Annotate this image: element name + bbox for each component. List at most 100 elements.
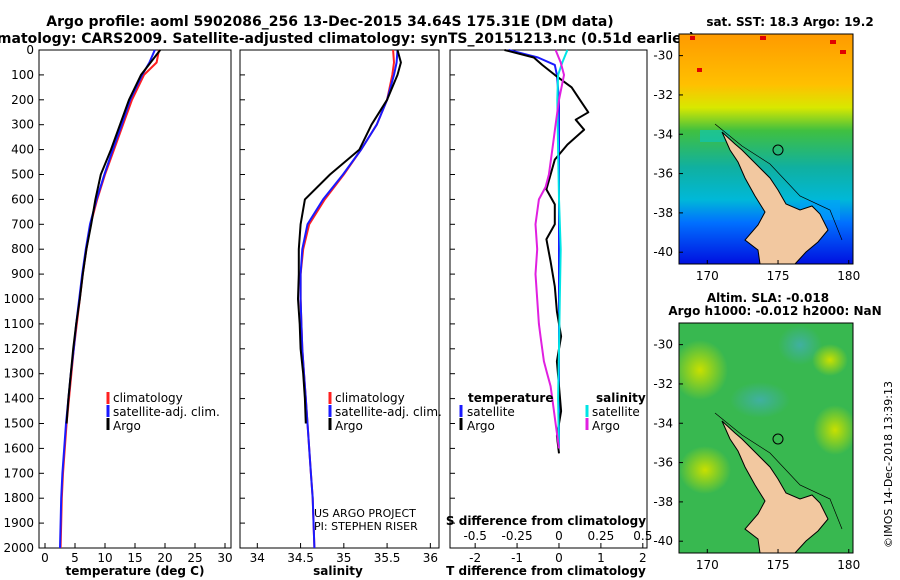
sla-map-subtitle: Argo h1000: -0.012 h2000: NaN [668, 304, 881, 318]
lon-tick-label: 175 [767, 269, 790, 283]
salinity-panel: 34 34.5 35 35.5 36 salinity climatology sate… [239, 49, 442, 578]
x-tick-label: 34.5 [287, 551, 314, 565]
difference-plot-frame [449, 49, 648, 549]
depth-tick-label: 1700 [3, 466, 34, 480]
lat-tick-label: -30 [653, 49, 673, 63]
new-zealand-landmass [721, 131, 829, 264]
x-tick-label: 35.5 [374, 551, 401, 565]
series-line-temperature-argo [504, 49, 590, 454]
legend-label-argo: Argo [335, 419, 363, 433]
x-tick-label: -2 [469, 551, 481, 565]
lat-tick-label: -40 [653, 245, 673, 259]
x-tick-label: 15 [127, 551, 142, 565]
sst-map-panel: sat. SST: 18.3 Argo: 19.2 170 175 180 -30 -3… [653, 15, 873, 283]
salinity-legend: climatology satellite-adj. clim. Argo [328, 391, 442, 433]
series-line-satellite-adj-clim- [299, 49, 399, 549]
depth-tick-label: 300 [11, 118, 34, 132]
sst-map-title: sat. SST: 18.3 Argo: 19.2 [706, 15, 873, 29]
depth-tick-label: 100 [11, 68, 34, 82]
project-annotation: US ARGO PROJECT [314, 507, 416, 520]
lat-tick-label: -38 [653, 495, 673, 509]
x-tick-label: 0 [41, 551, 49, 565]
series-line-salinity-satellite [556, 49, 569, 449]
sla-anomaly [730, 382, 790, 418]
pi-annotation: PI: STEPHEN RISER [314, 520, 418, 533]
x-tick-label: 5 [71, 551, 79, 565]
depth-tick-label: 1100 [3, 317, 34, 331]
legend-label-climatology: climatology [113, 391, 183, 405]
sst-pixel [697, 68, 702, 72]
credit-text: ©IMOS 14-Dec-2018 13:39:13 [882, 381, 895, 548]
lon-tick-label: 170 [696, 558, 719, 572]
difference-legend: temperature satellite Argo salinity sate… [459, 391, 646, 433]
x-tick-label: 36 [423, 551, 438, 565]
bathymetry-contour [714, 123, 843, 241]
argo-position-marker [772, 144, 784, 156]
s-tick-label: -0.25 [502, 529, 533, 543]
lat-tick-label: -36 [653, 167, 673, 181]
lon-tick-label: 180 [837, 558, 860, 572]
figure-title-line1: Argo profile: aoml 5902086_256 13-Dec-20… [46, 14, 613, 30]
sst-pixel [690, 36, 695, 40]
argo-position-marker [772, 433, 784, 445]
depth-tick-label: 900 [11, 267, 34, 281]
series-line-salinity-argo [534, 49, 565, 449]
lat-tick-label: -34 [653, 127, 673, 141]
salinity-plot-frame [239, 49, 440, 549]
depth-tick-label: 700 [11, 217, 34, 231]
sla-map-frame [678, 322, 854, 554]
salinity-xlabel: salinity [313, 564, 363, 578]
depth-axis-ticks: 0 100 200 300 400 500 600 700 800 900 1000 1100 1200… [3, 43, 44, 555]
depth-tick-label: 2000 [3, 541, 34, 555]
s-tick-label: 0.25 [588, 529, 615, 543]
lat-tick-label: -38 [653, 206, 673, 220]
x-tick-label: 34 [250, 551, 265, 565]
sla-anomaly [679, 340, 728, 400]
t-difference-xlabel: T difference from climatology [446, 564, 646, 578]
sst-pixel [830, 40, 836, 44]
temperature-xlabel: temperature (deg C) [66, 564, 205, 578]
depth-tick-label: 1500 [3, 417, 34, 431]
x-tick-label: 25 [187, 551, 202, 565]
legend-label-climatology: climatology [335, 391, 405, 405]
x-tick-label: 1 [597, 551, 605, 565]
depth-tick-label: 1000 [3, 292, 34, 306]
x-tick-label: 2 [639, 551, 647, 565]
x-tick-label: 10 [97, 551, 112, 565]
sst-pixel [840, 50, 846, 54]
depth-tick-label: 1900 [3, 516, 34, 530]
sla-anomaly [812, 344, 848, 376]
s-difference-label: S difference from climatology [446, 514, 646, 528]
legend-temperature-title: temperature [468, 391, 553, 405]
depth-tick-label: 600 [11, 192, 34, 206]
sla-anomaly [813, 405, 853, 455]
s-tick-label: -0.5 [463, 529, 486, 543]
legend-salinity-title: salinity [596, 391, 646, 405]
legend-label-s-argo: Argo [592, 419, 620, 433]
new-zealand-landmass [721, 420, 829, 553]
depth-tick-label: 1600 [3, 441, 34, 455]
legend-label-argo: Argo [113, 419, 141, 433]
series-line-argo [65, 49, 161, 424]
depth-tick-label: 1400 [3, 392, 34, 406]
temperature-panel: 0100200300400500600700800900100011001200… [3, 43, 232, 578]
legend-label-satellite: satellite-adj. clim. [113, 405, 220, 419]
legend-label-t-argo: Argo [467, 419, 495, 433]
figure-title-line2: Climatology: CARS2009. Satellite-adjuste… [0, 31, 695, 47]
lat-tick-label: -32 [653, 377, 673, 391]
depth-tick-label: 800 [11, 242, 34, 256]
legend-label-t-satellite: satellite [467, 405, 515, 419]
depth-tick-label: 1300 [3, 367, 34, 381]
sla-map-panel: Altim. SLA: -0.018 Argo h1000: -0.012 h2… [653, 291, 881, 572]
lat-tick-label: -40 [653, 534, 673, 548]
temperature-legend: climatology satellite-adj. clim. Argo [106, 391, 220, 433]
sst-pixel [760, 36, 766, 40]
s-tick-label: 0.5 [633, 529, 652, 543]
temperature-plot-frame [38, 49, 232, 549]
difference-panel: -2 -1 0 1 2 -0.5 -0.25 0 0.25 0.5 T difference f… [446, 49, 652, 578]
depth-tick-label: 500 [11, 168, 34, 182]
sst-map-frame [678, 33, 854, 265]
legend-label-satellite: satellite-adj. clim. [335, 405, 442, 419]
lat-tick-label: -34 [653, 416, 673, 430]
